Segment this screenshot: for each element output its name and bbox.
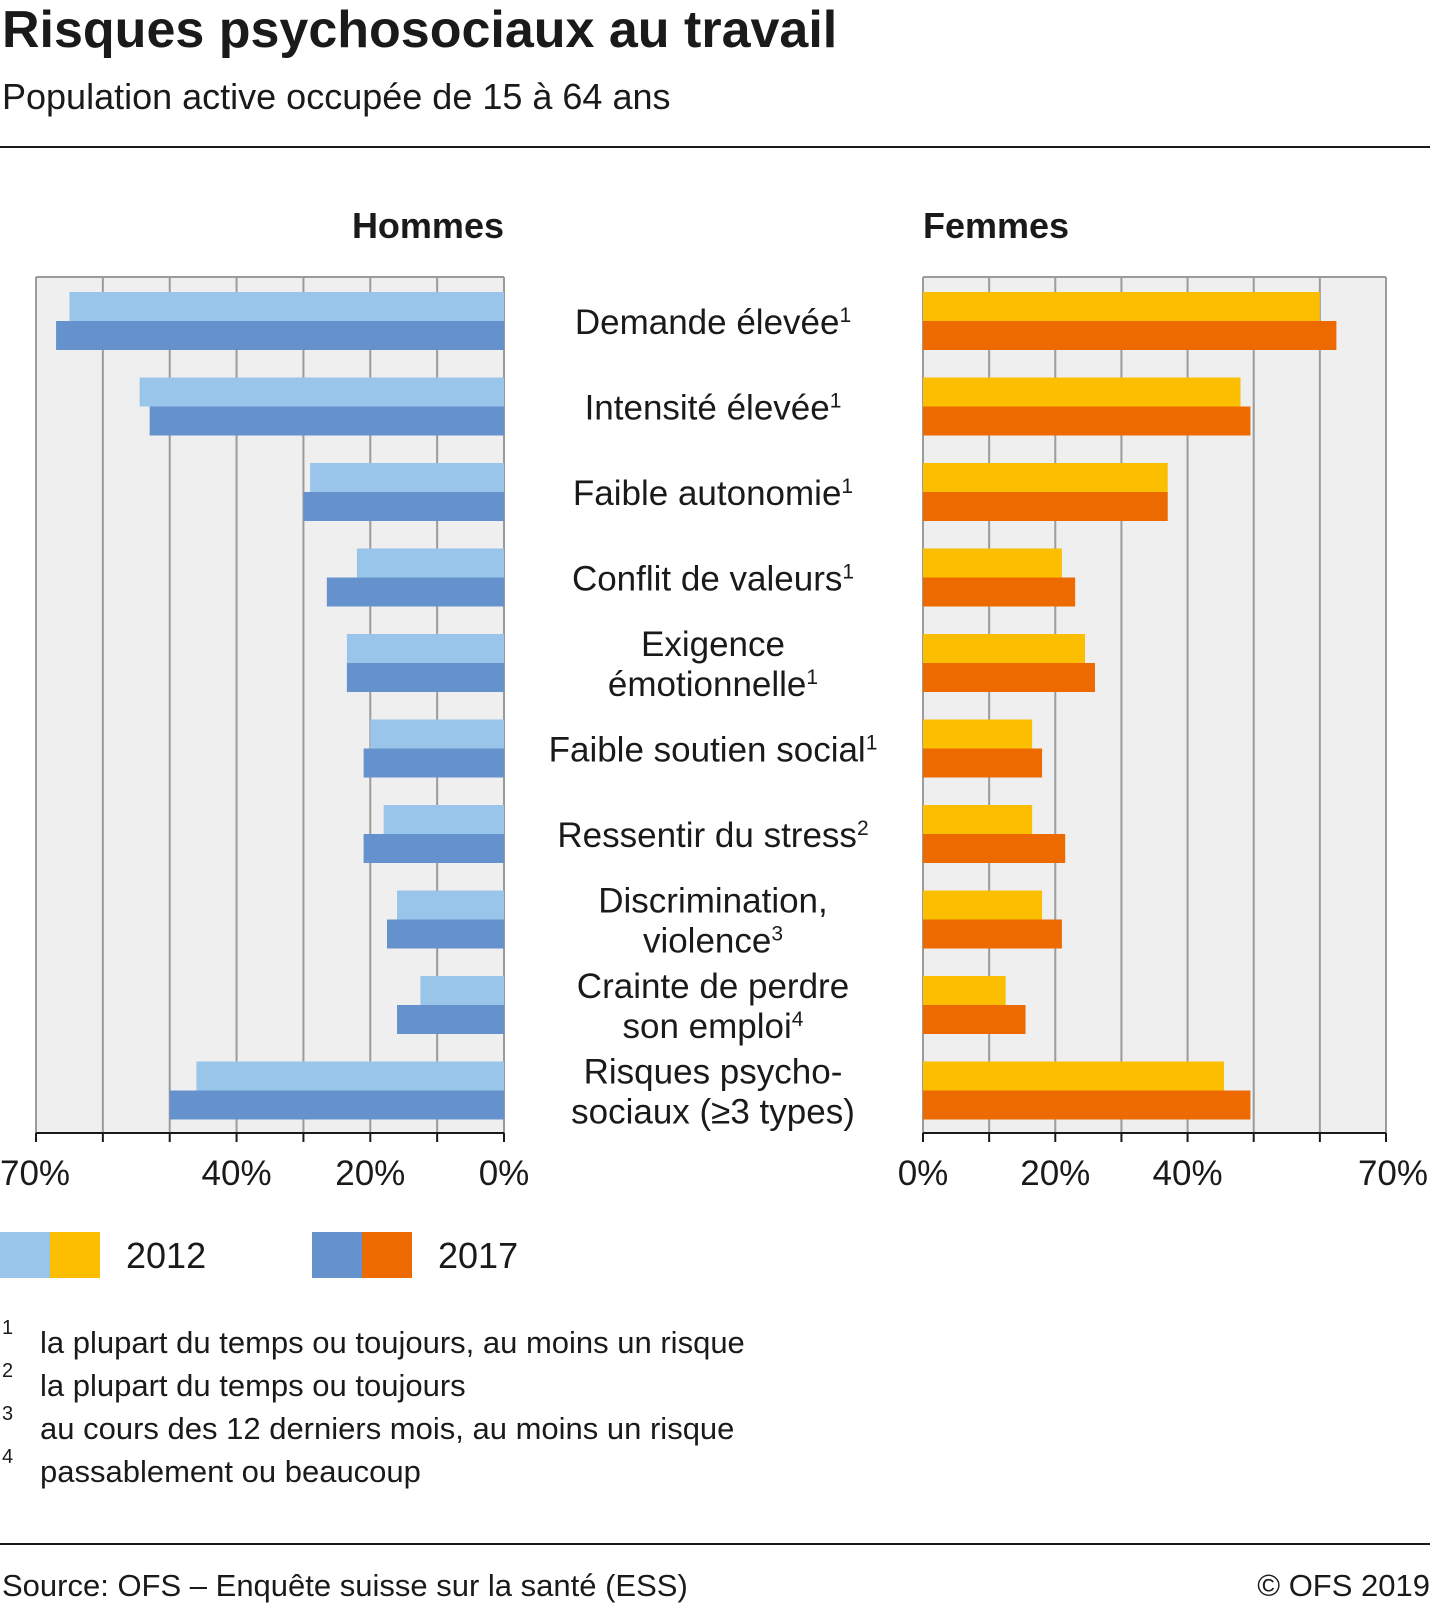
bar-femmes-2012 bbox=[923, 890, 1043, 920]
footnote-mark: 1 bbox=[866, 732, 878, 755]
bar-femmes-2017 bbox=[923, 406, 1251, 436]
bar-hommes-2012 bbox=[383, 805, 504, 834]
bar-hommes-2012 bbox=[420, 976, 504, 1005]
x-tick-label: 70% bbox=[1358, 1154, 1428, 1193]
category-label: Intensité élevée1 bbox=[585, 389, 842, 428]
bar-femmes-2017 bbox=[923, 748, 1043, 778]
category-label: sociaux (≥3 types) bbox=[571, 1093, 855, 1132]
bar-femmes-2017 bbox=[923, 1005, 1026, 1034]
footnote-mark: 2 bbox=[857, 817, 869, 840]
x-tick-label: 0% bbox=[479, 1154, 530, 1193]
bar-hommes-2012 bbox=[356, 548, 504, 578]
x-tick-label: 0% bbox=[898, 1154, 949, 1193]
bar-hommes-2017 bbox=[363, 834, 504, 863]
bar-hommes-2012 bbox=[346, 634, 504, 663]
x-tick-label: 20% bbox=[335, 1154, 405, 1193]
bar-hommes-2012 bbox=[370, 719, 504, 749]
bar-hommes-2017 bbox=[303, 492, 504, 521]
legend-swatch-2012-femmes bbox=[50, 1232, 100, 1278]
footnote-mark: 1 bbox=[806, 666, 818, 689]
footnote-mark: 1 bbox=[839, 304, 851, 327]
bar-femmes-2012 bbox=[923, 634, 1086, 663]
bar-femmes-2012 bbox=[923, 976, 1006, 1005]
chart-subtitle: Population active occupée de 15 à 64 ans bbox=[2, 76, 671, 117]
bar-hommes-2017 bbox=[363, 748, 504, 778]
source-note: Source: OFS – Enquête suisse sur la sant… bbox=[2, 1568, 688, 1603]
bar-femmes-2017 bbox=[923, 1090, 1251, 1120]
bar-femmes-2017 bbox=[923, 577, 1076, 607]
x-tick-label: 70% bbox=[0, 1154, 70, 1193]
bar-hommes-2012 bbox=[397, 890, 504, 920]
category-label: Conflit de valeurs1 bbox=[572, 560, 854, 599]
bar-hommes-2012 bbox=[310, 463, 504, 492]
bottom-divider bbox=[0, 1543, 1430, 1545]
bar-hommes-2017 bbox=[346, 663, 504, 692]
x-tick-label: 20% bbox=[1020, 1154, 1090, 1193]
top-divider bbox=[0, 146, 1430, 148]
panel-title-hommes: Hommes bbox=[352, 205, 504, 246]
bar-femmes-2017 bbox=[923, 663, 1095, 692]
x-tick-label: 40% bbox=[202, 1154, 272, 1193]
legend-label-2017: 2017 bbox=[438, 1235, 519, 1276]
bar-hommes-2017 bbox=[387, 919, 504, 949]
bar-hommes-2012 bbox=[196, 1061, 504, 1091]
category-label: Faible autonomie1 bbox=[573, 474, 853, 513]
panel-title-femmes: Femmes bbox=[923, 205, 1069, 246]
bar-femmes-2012 bbox=[923, 377, 1241, 407]
legend-label-2012: 2012 bbox=[126, 1235, 207, 1276]
chart-title: Risques psychosociaux au travail bbox=[2, 1, 838, 59]
bar-hommes-2012 bbox=[139, 377, 504, 407]
butterfly-bar-chart: Hommes Femmes Demande élevée1 Intensité éle… bbox=[0, 205, 1428, 1193]
bar-femmes-2012 bbox=[923, 1061, 1224, 1091]
category-label: émotionnelle1 bbox=[608, 665, 818, 704]
category-label: Risques psycho- bbox=[584, 1053, 843, 1092]
footnote-mark: 1 bbox=[842, 561, 854, 584]
legend-swatch-2017-hommes bbox=[312, 1232, 362, 1278]
footnote-mark: 1 bbox=[830, 390, 842, 413]
legend-swatch-2012-hommes bbox=[0, 1232, 50, 1278]
bar-femmes-2012 bbox=[923, 805, 1033, 834]
bar-femmes-2012 bbox=[923, 463, 1168, 492]
category-label: Discrimination, bbox=[598, 882, 828, 921]
copyright: © OFS 2019 bbox=[1257, 1568, 1430, 1603]
category-label: Ressentir du stress2 bbox=[557, 816, 868, 855]
bar-femmes-2017 bbox=[923, 321, 1337, 350]
footnote-mark: 4 bbox=[792, 1008, 804, 1031]
bar-femmes-2017 bbox=[923, 492, 1168, 521]
category-label: Crainte de perdre bbox=[577, 967, 849, 1006]
footnote-mark: 1 bbox=[841, 475, 853, 498]
legend-swatch-2017-femmes bbox=[362, 1232, 412, 1278]
category-label: son emploi4 bbox=[623, 1007, 804, 1046]
bar-femmes-2012 bbox=[923, 548, 1062, 578]
bar-hommes-2017 bbox=[397, 1005, 504, 1034]
bar-femmes-2012 bbox=[923, 292, 1320, 321]
bar-hommes-2017 bbox=[326, 577, 504, 607]
bar-hommes-2017 bbox=[169, 1090, 504, 1120]
footnote-mark: 3 bbox=[771, 923, 783, 946]
bar-femmes-2017 bbox=[923, 834, 1066, 863]
bar-hommes-2012 bbox=[69, 292, 504, 321]
bar-femmes-2017 bbox=[923, 919, 1062, 949]
category-label: Demande élevée1 bbox=[575, 303, 851, 342]
category-label: Exigence bbox=[641, 625, 785, 664]
x-tick-label: 40% bbox=[1153, 1154, 1223, 1193]
category-label: violence3 bbox=[643, 922, 783, 961]
bar-hommes-2017 bbox=[149, 406, 504, 436]
category-label: Faible soutien social1 bbox=[549, 731, 878, 770]
bar-femmes-2012 bbox=[923, 719, 1033, 749]
bar-hommes-2017 bbox=[56, 321, 505, 350]
